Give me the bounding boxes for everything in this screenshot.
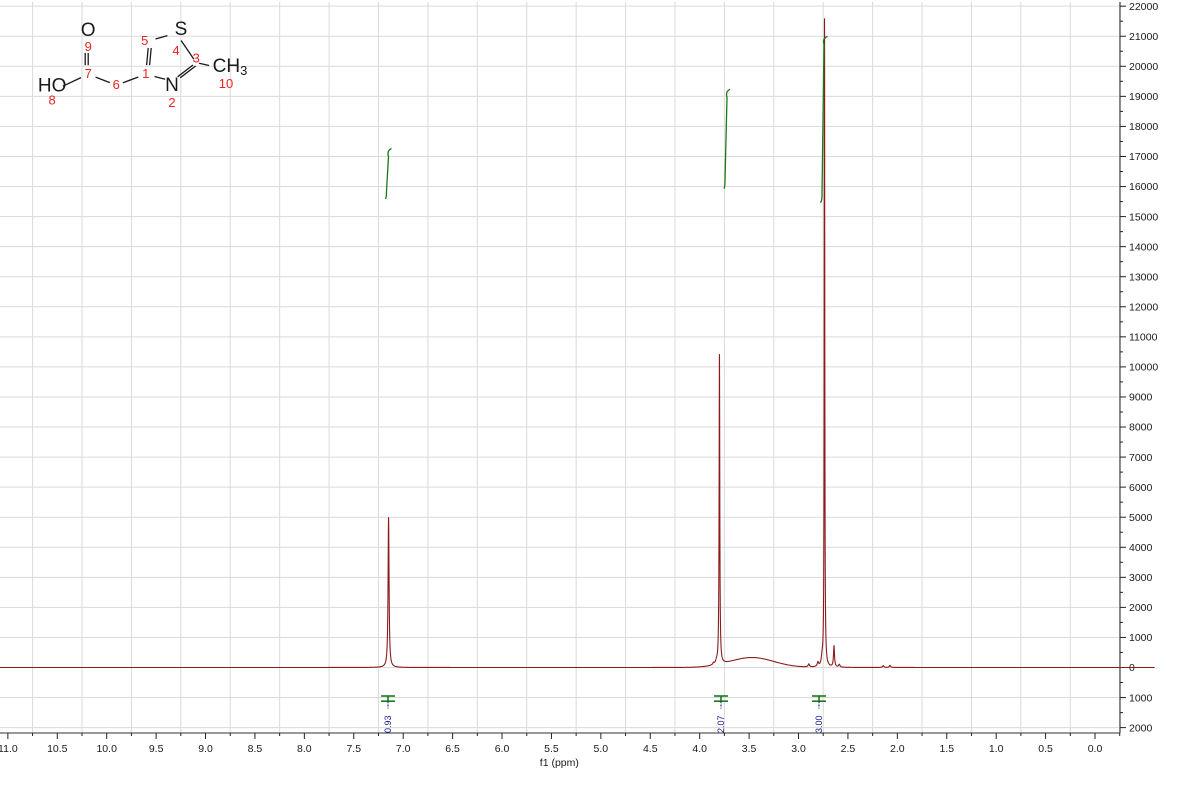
svg-text:6.0: 6.0 bbox=[495, 743, 510, 755]
svg-text:0.0: 0.0 bbox=[1088, 743, 1103, 755]
svg-text:3: 3 bbox=[193, 51, 200, 66]
svg-text:6: 6 bbox=[113, 77, 120, 92]
svg-text:10: 10 bbox=[219, 76, 233, 91]
svg-text:7: 7 bbox=[85, 66, 92, 81]
svg-text:22000: 22000 bbox=[1129, 1, 1158, 13]
svg-text:7.0: 7.0 bbox=[396, 743, 411, 755]
svg-text:6000: 6000 bbox=[1129, 482, 1153, 494]
svg-text:9.0: 9.0 bbox=[198, 743, 213, 755]
svg-text:5.0: 5.0 bbox=[594, 743, 609, 755]
svg-text:16000: 16000 bbox=[1129, 181, 1158, 193]
svg-text:17000: 17000 bbox=[1129, 151, 1158, 163]
svg-text:S: S bbox=[175, 19, 188, 40]
svg-text:20000: 20000 bbox=[1129, 61, 1158, 73]
svg-text:1000: 1000 bbox=[1129, 632, 1153, 644]
svg-text:8.5: 8.5 bbox=[248, 743, 263, 755]
svg-text:2000: 2000 bbox=[1129, 602, 1153, 614]
svg-text:3.5: 3.5 bbox=[742, 743, 757, 755]
svg-text:2.0: 2.0 bbox=[890, 743, 905, 755]
svg-text:11.0: 11.0 bbox=[0, 743, 18, 755]
svg-text:3.0: 3.0 bbox=[791, 743, 806, 755]
svg-text:8: 8 bbox=[48, 93, 55, 108]
svg-text:10.0: 10.0 bbox=[96, 743, 117, 755]
svg-text:15000: 15000 bbox=[1129, 211, 1158, 223]
svg-text:N: N bbox=[165, 75, 179, 96]
svg-text:10000: 10000 bbox=[1129, 362, 1158, 374]
svg-text:f1 (ppm): f1 (ppm) bbox=[540, 757, 579, 769]
svg-text:5000: 5000 bbox=[1129, 512, 1153, 524]
svg-text:7.5: 7.5 bbox=[346, 743, 361, 755]
svg-text:12000: 12000 bbox=[1129, 301, 1158, 313]
svg-text:0: 0 bbox=[1129, 662, 1135, 674]
svg-text:19000: 19000 bbox=[1129, 91, 1158, 103]
svg-text:1000: 1000 bbox=[1129, 692, 1153, 704]
svg-text:8.0: 8.0 bbox=[297, 743, 312, 755]
svg-text:O: O bbox=[81, 20, 96, 41]
svg-text:7000: 7000 bbox=[1129, 452, 1153, 464]
svg-text:18000: 18000 bbox=[1129, 121, 1158, 133]
svg-text:3.00: 3.00 bbox=[814, 715, 824, 733]
svg-text:1: 1 bbox=[142, 66, 149, 81]
svg-text:13000: 13000 bbox=[1129, 271, 1158, 283]
svg-text:8000: 8000 bbox=[1129, 422, 1153, 434]
svg-text:1.0: 1.0 bbox=[989, 743, 1004, 755]
svg-text:9: 9 bbox=[85, 39, 92, 54]
svg-text:9.5: 9.5 bbox=[149, 743, 164, 755]
svg-text:4: 4 bbox=[172, 43, 179, 58]
svg-text:14000: 14000 bbox=[1129, 241, 1158, 253]
svg-text:4.5: 4.5 bbox=[643, 743, 658, 755]
svg-text:0.5: 0.5 bbox=[1038, 743, 1053, 755]
svg-text:4.0: 4.0 bbox=[692, 743, 707, 755]
svg-text:6.5: 6.5 bbox=[445, 743, 460, 755]
svg-text:4000: 4000 bbox=[1129, 542, 1153, 554]
svg-text:2.5: 2.5 bbox=[841, 743, 856, 755]
svg-text:11000: 11000 bbox=[1129, 332, 1158, 344]
svg-text:5: 5 bbox=[141, 33, 148, 48]
svg-text:21000: 21000 bbox=[1129, 31, 1158, 43]
svg-text:2000: 2000 bbox=[1129, 722, 1153, 734]
svg-text:9000: 9000 bbox=[1129, 392, 1153, 404]
svg-text:0.93: 0.93 bbox=[383, 715, 393, 733]
svg-text:3000: 3000 bbox=[1129, 572, 1153, 584]
svg-text:2.07: 2.07 bbox=[716, 715, 726, 733]
svg-text:5.5: 5.5 bbox=[544, 743, 559, 755]
svg-text:1.5: 1.5 bbox=[939, 743, 954, 755]
svg-text:10.5: 10.5 bbox=[47, 743, 68, 755]
svg-text:2: 2 bbox=[168, 95, 175, 110]
